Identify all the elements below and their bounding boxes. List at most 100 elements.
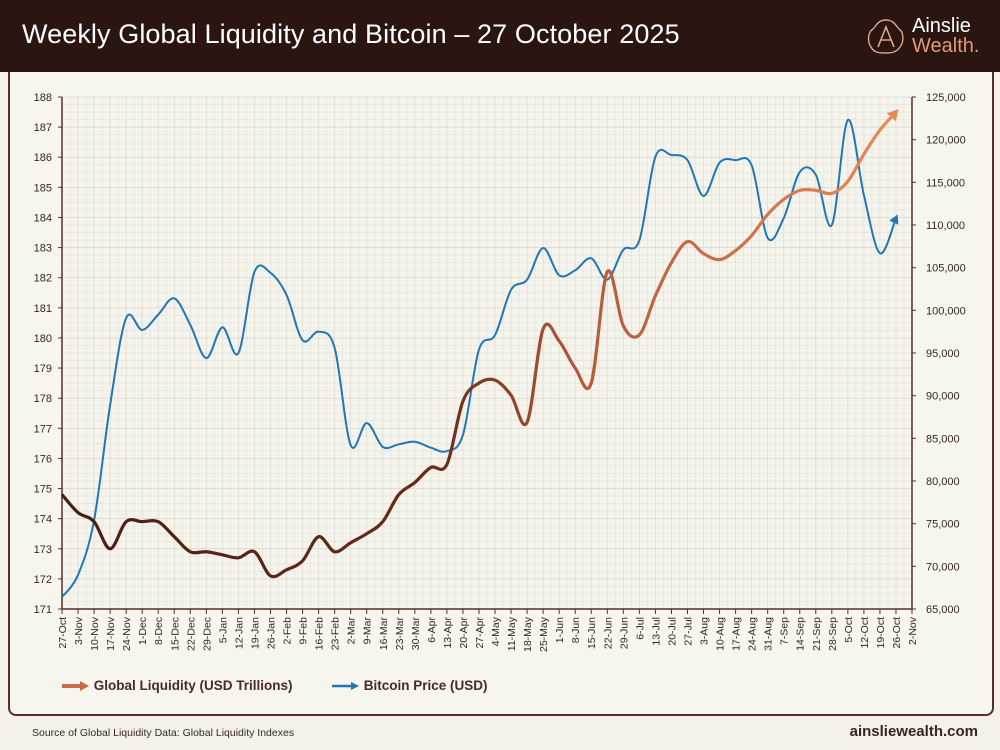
x-tick-label: 24-Aug — [747, 617, 759, 651]
x-tick-label: 1-Dec — [137, 617, 149, 645]
x-tick-label: 19-Oct — [875, 617, 887, 649]
x-tick-label: 4-May — [490, 616, 502, 646]
y-right-tick-label: 90,000 — [926, 391, 960, 403]
y-right-tick-label: 120,000 — [926, 135, 966, 147]
y-left-tick-label: 182 — [34, 273, 52, 285]
x-tick-label: 2-Feb — [282, 617, 294, 645]
y-right-tick-label: 105,000 — [926, 263, 966, 275]
y-left-tick-label: 184 — [34, 212, 52, 224]
x-tick-label: 17-Aug — [731, 617, 743, 651]
x-tick-label: 20-Apr — [458, 616, 470, 648]
y-right-tick-label: 65,000 — [926, 604, 960, 616]
x-tick-label: 23-Feb — [330, 617, 342, 650]
x-tick-label: 20-Jul — [666, 617, 678, 646]
x-tick-label: 15-Jun — [586, 617, 598, 649]
y-left-tick-label: 188 — [34, 92, 52, 104]
x-tick-label: 7-Sep — [779, 617, 791, 645]
x-tick-label: 25-May — [538, 616, 550, 652]
y-left-tick-label: 178 — [34, 393, 52, 405]
x-tick-label: 13-Jul — [650, 617, 662, 646]
x-tick-label: 8-Jun — [570, 617, 582, 643]
y-left-tick-label: 174 — [34, 514, 52, 526]
x-tick-label: 6-Jul — [634, 617, 646, 640]
y-right-tick-label: 70,000 — [926, 561, 960, 573]
x-tick-label: 18-May — [522, 616, 534, 652]
x-tick-label: 27-Jul — [682, 617, 694, 646]
x-tick-label: 3-Nov — [73, 616, 85, 645]
y-right-tick-label: 85,000 — [926, 433, 960, 445]
y-right-tick-label: 125,000 — [926, 92, 966, 104]
x-tick-label: 22-Dec — [185, 617, 197, 651]
x-tick-label: 6-Apr — [426, 617, 438, 643]
y-left-tick-label: 181 — [34, 303, 52, 315]
x-tick-label: 21-Sep — [811, 617, 823, 651]
header: Weekly Global Liquidity and Bitcoin – 27… — [0, 0, 1000, 72]
x-tick-label: 10-Nov — [89, 616, 101, 651]
x-tick-label: 31-Aug — [763, 617, 775, 651]
y-left-tick-label: 175 — [34, 484, 52, 496]
y-right-tick-label: 110,000 — [926, 220, 965, 232]
legend-liquidity: Global Liquidity (USD Trillions) — [62, 678, 293, 693]
x-tick-label: 5-Jan — [217, 617, 229, 643]
x-tick-label: 23-Mar — [394, 617, 406, 651]
y-right-tick-label: 95,000 — [926, 348, 960, 360]
x-tick-label: 2-Nov — [907, 616, 919, 645]
x-tick-label: 16-Mar — [378, 617, 390, 651]
x-tick-label: 14-Sep — [795, 617, 807, 651]
series-line-global-liquidity — [60, 110, 898, 579]
logo-a-icon — [867, 19, 904, 54]
logo-text-1: Ainslie — [912, 15, 971, 37]
x-tick-label: 27-Apr — [474, 616, 486, 648]
y-left-tick-label: 183 — [34, 243, 52, 255]
x-tick-label: 10-Aug — [715, 617, 727, 651]
x-tick-label: 29-Jun — [618, 617, 630, 649]
y-right-tick-label: 115,000 — [926, 177, 965, 189]
x-tick-label: 1-Jun — [554, 617, 566, 643]
y-left-tick-label: 180 — [34, 333, 52, 345]
x-tick-label: 27-Oct — [57, 617, 69, 649]
x-tick-label: 8-Dec — [153, 617, 165, 645]
website-link[interactable]: ainsliewealth.com — [849, 723, 978, 740]
x-tick-label: 3-Aug — [699, 617, 711, 645]
x-tick-label: 5-Oct — [843, 617, 855, 643]
x-tick-label: 9-Feb — [298, 617, 310, 645]
x-tick-label: 13-Apr — [442, 616, 454, 648]
y-right-tick-label: 100,000 — [926, 305, 966, 317]
legend-label: Bitcoin Price (USD) — [363, 678, 488, 693]
legend-arrow-icon — [62, 681, 89, 692]
x-tick-label: 17-Nov — [105, 616, 117, 651]
legend-bitcoin: Bitcoin Price (USD) — [332, 678, 488, 693]
x-tick-label: 24-Nov — [121, 616, 133, 651]
y-left-tick-label: 179 — [34, 363, 52, 375]
liquidity-arrowhead — [886, 109, 899, 122]
x-tick-label: 28-Sep — [827, 617, 839, 651]
y-left-tick-label: 177 — [34, 423, 52, 435]
x-tick-label: 12-Oct — [859, 617, 871, 649]
y-left-tick-label: 186 — [34, 152, 52, 164]
logo-text-2: Wealth. — [912, 35, 980, 57]
x-tick-label: 2-Mar — [346, 616, 358, 644]
x-tick-label: 16-Feb — [314, 617, 326, 650]
x-tick-label: 11-May — [506, 616, 518, 651]
y-left-tick-label: 176 — [34, 453, 52, 465]
y-left-tick-label: 173 — [34, 544, 52, 556]
source-note: Source of Global Liquidity Data: Global … — [32, 727, 295, 739]
x-tick-label: 15-Dec — [169, 617, 181, 651]
x-tick-label: 26-Oct — [891, 617, 903, 649]
y-left-tick-label: 187 — [34, 122, 52, 134]
legend-arrow-icon — [332, 682, 359, 691]
legend-label: Global Liquidity (USD Trillions) — [93, 678, 293, 693]
x-tick-label: 19-Jan — [249, 617, 261, 649]
ainslie-wealth-logo: Ainslie Wealth. — [866, 14, 986, 60]
x-tick-label: 22-Jun — [602, 617, 614, 649]
x-tick-label: 29-Dec — [201, 617, 213, 651]
x-tick-label: 26-Jan — [265, 617, 277, 649]
x-tick-label: 30-Mar — [410, 617, 422, 651]
y-left-tick-label: 172 — [34, 574, 52, 586]
x-tick-label: 9-Mar — [362, 616, 374, 644]
y-left-tick-label: 185 — [34, 182, 52, 194]
series-line-bitcoin — [61, 119, 897, 598]
y-right-tick-label: 75,000 — [926, 519, 960, 531]
x-tick-label: 12-Jan — [233, 617, 245, 649]
